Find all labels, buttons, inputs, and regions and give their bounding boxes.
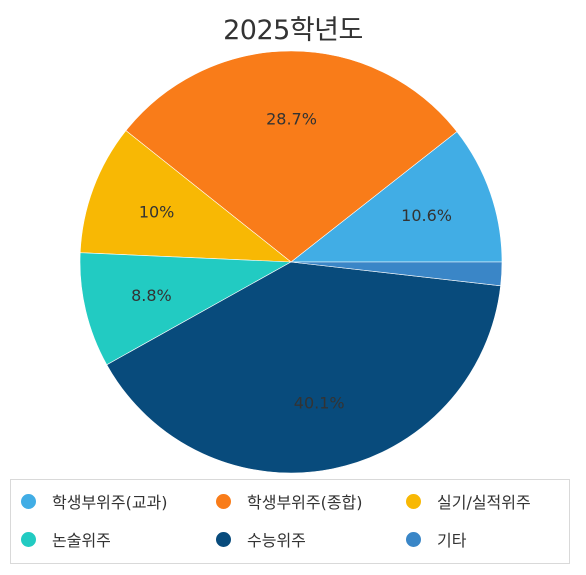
pie-slice-5[interactable]	[106, 261, 501, 474]
legend-label: 기타	[437, 531, 467, 550]
legend-label: 실기/실적위주	[437, 493, 531, 512]
pie-slice-4[interactable]	[79, 252, 293, 366]
slice-label-1: 10.6%	[401, 206, 452, 225]
legend-swatch-icon	[21, 493, 36, 509]
slice-label-2: 28.7%	[266, 110, 317, 129]
pie-slice-1[interactable]	[290, 131, 503, 263]
legend-label: 학생부위주(교과)	[52, 493, 168, 512]
legend-label: 학생부위주(종합)	[247, 493, 363, 512]
slice-label-5: 40.1%	[294, 394, 345, 413]
legend-label: 수능위주	[247, 531, 306, 550]
legend-item-기타[interactable]: 기타	[406, 526, 466, 552]
legend-swatch-icon	[406, 493, 421, 509]
legend-swatch-icon	[216, 493, 231, 509]
legend-item-학생부위주-종합[interactable]: 학생부위주(종합)	[216, 488, 363, 514]
legend-item-학생부위주-교과[interactable]: 학생부위주(교과)	[21, 488, 168, 514]
chart-title: 2025학년도	[223, 15, 363, 46]
slice-label-3: 10%	[139, 203, 175, 222]
pie-slice-6[interactable]	[290, 261, 503, 287]
legend-item-실기-실적위주[interactable]: 실기/실적위주	[406, 488, 531, 514]
slice-label-4: 8.8%	[131, 286, 172, 305]
legend-swatch-icon	[21, 531, 36, 547]
legend-swatch-icon	[406, 531, 421, 547]
legend-item-수능위주[interactable]: 수능위주	[216, 526, 306, 552]
pie-slice-2[interactable]	[125, 50, 458, 263]
pie-slice-3[interactable]	[79, 130, 292, 263]
legend-swatch-icon	[216, 531, 231, 547]
legend-label: 논술위주	[52, 531, 111, 550]
pie-chart: 10.6% 28.7% 10% 8.8% 40.1%	[79, 50, 503, 474]
legend-item-논술위주[interactable]: 논술위주	[21, 526, 111, 552]
